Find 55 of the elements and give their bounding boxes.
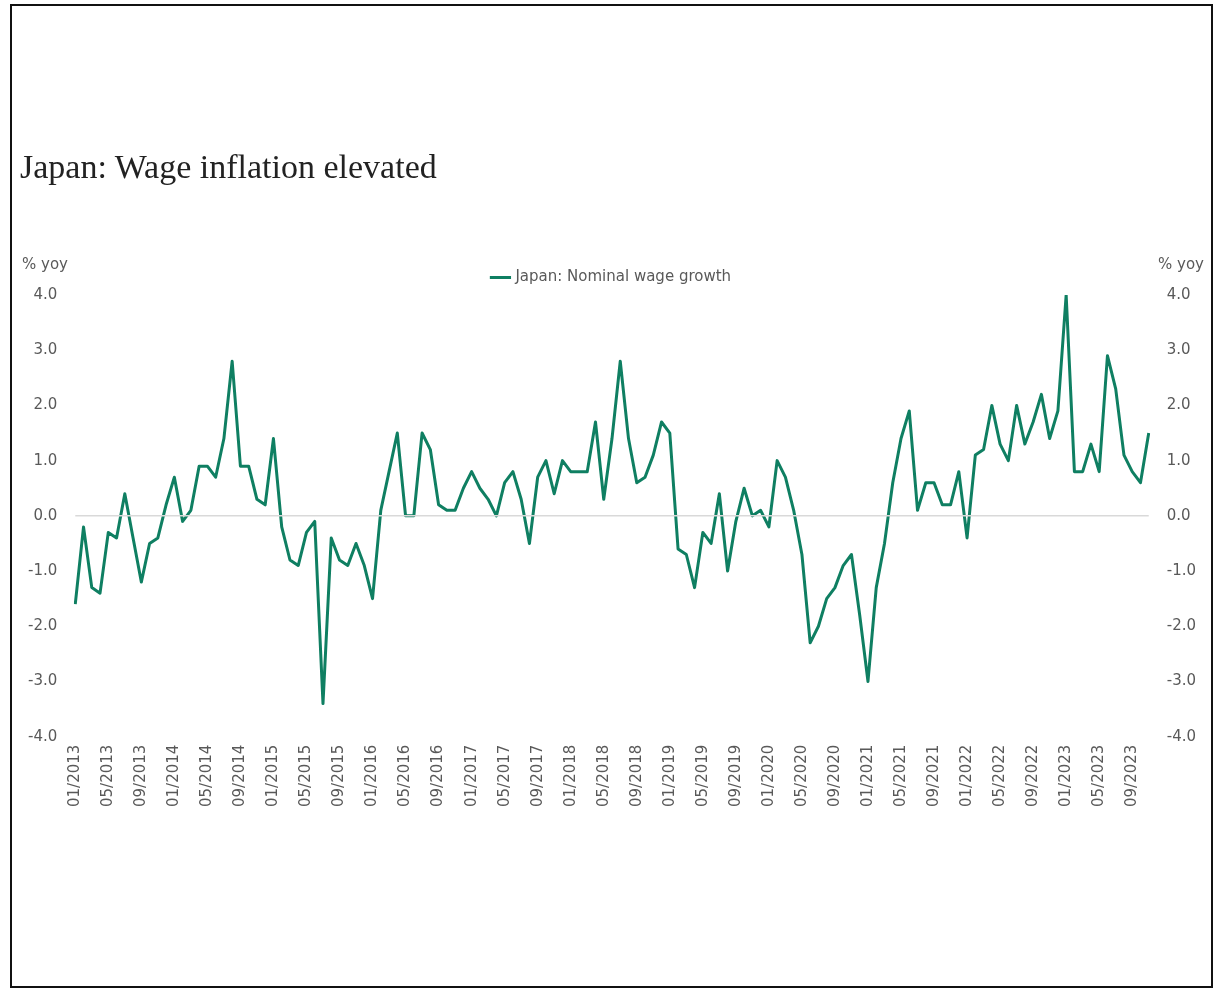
y-tick-label: -4.0 bbox=[27, 726, 58, 745]
x-tick-label: 05/2020 bbox=[791, 744, 810, 808]
y-tick-label: -2.0 bbox=[27, 616, 58, 635]
x-tick-label: 01/2022 bbox=[956, 744, 975, 808]
x-tick-label: 01/2013 bbox=[65, 744, 84, 808]
x-tick-label: 01/2023 bbox=[1056, 744, 1075, 808]
x-tick-label: 09/2013 bbox=[131, 744, 150, 808]
y-tick-label: -3.0 bbox=[27, 671, 58, 690]
y-tick-label: 2.0 bbox=[33, 395, 58, 414]
x-tick-label: 09/2020 bbox=[824, 744, 843, 808]
x-tick-label: 09/2015 bbox=[329, 744, 348, 808]
x-tick-label: 09/2022 bbox=[1023, 744, 1042, 808]
x-tick-label: 01/2016 bbox=[362, 744, 381, 808]
x-tick-label: 05/2018 bbox=[593, 744, 612, 808]
y2-tick-label: 4.0 bbox=[1166, 284, 1191, 303]
x-tick-label: 01/2014 bbox=[164, 744, 183, 808]
x-tick-label: 01/2021 bbox=[857, 744, 876, 808]
x-tick-label: 09/2014 bbox=[230, 744, 249, 808]
x-tick-label: 01/2019 bbox=[659, 744, 678, 808]
x-tick-label: 01/2017 bbox=[461, 744, 480, 808]
y2-tick-label: -4.0 bbox=[1166, 726, 1197, 745]
y2-axis-title: % yoy bbox=[1158, 255, 1205, 274]
x-tick-label: 09/2016 bbox=[428, 744, 447, 808]
y2-tick-label: 0.0 bbox=[1166, 505, 1191, 524]
x-tick-label: 09/2023 bbox=[1122, 744, 1141, 808]
x-tick-label: 09/2017 bbox=[527, 744, 546, 808]
x-tick-label: 05/2016 bbox=[395, 744, 414, 808]
y-tick-label: -1.0 bbox=[27, 560, 58, 579]
x-tick-label: 09/2018 bbox=[626, 744, 645, 808]
x-tick-label: 05/2013 bbox=[98, 744, 117, 808]
y-tick-label: 3.0 bbox=[33, 340, 58, 359]
y2-tick-label: -1.0 bbox=[1166, 560, 1197, 579]
chart-title: Japan: Wage inflation elevated bbox=[20, 148, 437, 186]
x-tick-label: 01/2020 bbox=[758, 744, 777, 808]
x-tick-label: 05/2015 bbox=[296, 744, 315, 808]
y-tick-label: 4.0 bbox=[33, 284, 58, 303]
x-tick-label: 01/2018 bbox=[560, 744, 579, 808]
x-tick-label: 05/2023 bbox=[1089, 744, 1108, 808]
y-tick-label: 0.0 bbox=[33, 505, 58, 524]
y2-tick-label: -3.0 bbox=[1166, 671, 1197, 690]
x-tick-label: 09/2021 bbox=[923, 744, 942, 808]
x-tick-label: 05/2022 bbox=[989, 744, 1008, 808]
legend-label: Japan: Nominal wage growth bbox=[514, 267, 732, 286]
x-tick-label: 05/2017 bbox=[494, 744, 513, 808]
x-tick-label: 01/2015 bbox=[263, 744, 282, 808]
y2-tick-label: 2.0 bbox=[1166, 395, 1191, 414]
x-tick-label: 05/2019 bbox=[692, 744, 711, 808]
y2-tick-label: -2.0 bbox=[1166, 616, 1197, 635]
y2-tick-label: 1.0 bbox=[1166, 450, 1191, 469]
x-tick-label: 09/2019 bbox=[725, 744, 744, 808]
x-tick-label: 05/2014 bbox=[197, 744, 216, 808]
y-axis-title: % yoy bbox=[22, 255, 69, 274]
y-tick-label: 1.0 bbox=[33, 450, 58, 469]
y2-tick-label: 3.0 bbox=[1166, 340, 1191, 359]
x-tick-label: 05/2021 bbox=[890, 744, 909, 808]
